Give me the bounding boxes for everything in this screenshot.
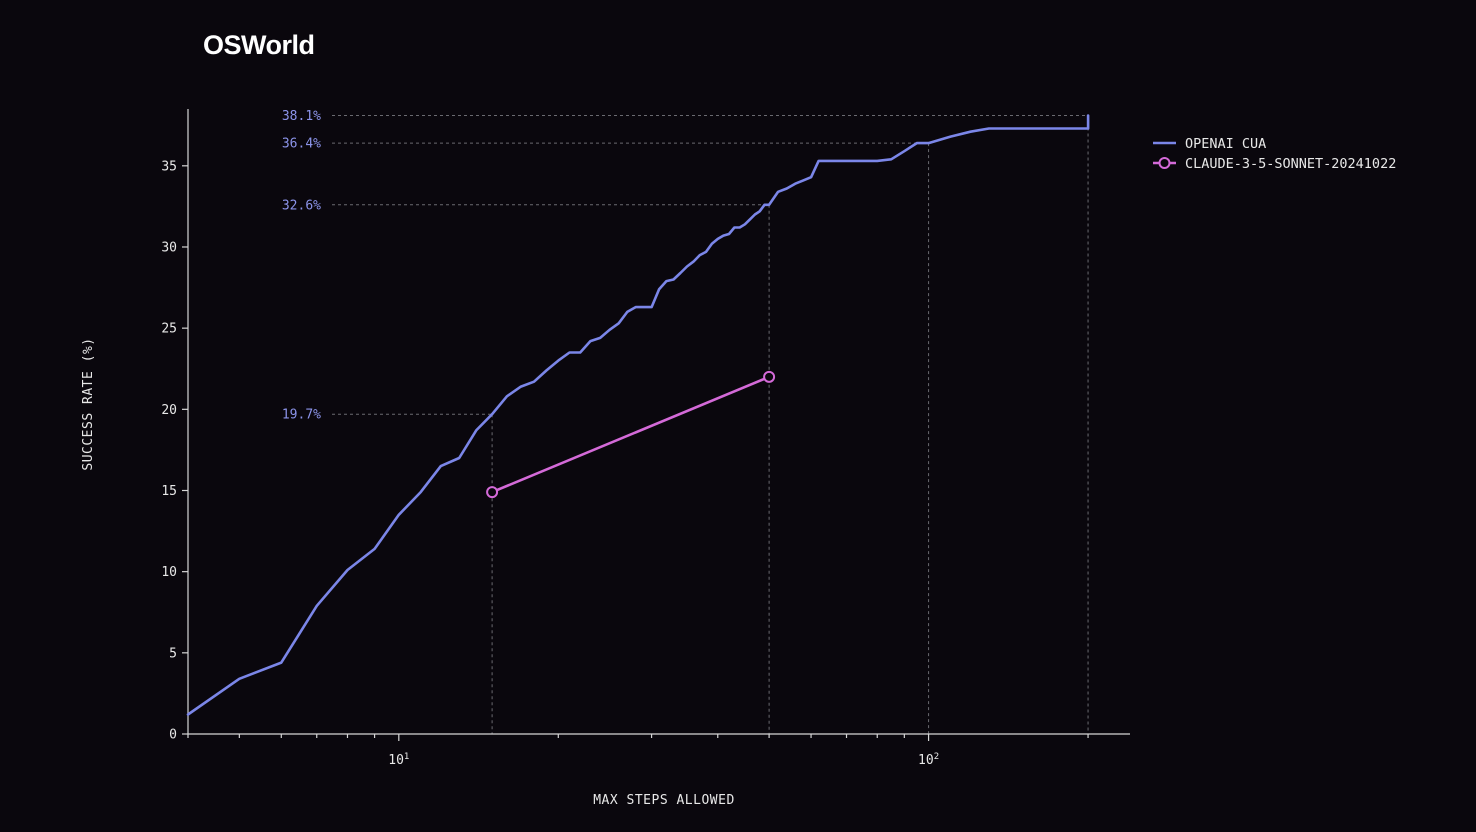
legend-label: OPENAI CUA <box>1185 136 1266 152</box>
x-axis-label: MAX STEPS ALLOWED <box>593 793 735 808</box>
y-tick-label: 20 <box>161 403 177 418</box>
y-tick-label: 25 <box>161 322 177 337</box>
legend-label: CLAUDE-3-5-SONNET-20241022 <box>1185 156 1396 172</box>
x-tick-label: 102 <box>918 752 939 768</box>
series-line-1 <box>186 114 1090 716</box>
annotation-label: 36.4% <box>282 137 321 152</box>
y-tick-label: 0 <box>169 728 177 743</box>
annotation-label: 38.1% <box>282 109 321 124</box>
data-point <box>763 370 776 383</box>
annotation-label: 19.7% <box>282 408 321 423</box>
y-tick-label: 15 <box>161 484 177 499</box>
y-tick-label: 30 <box>161 240 177 255</box>
legend-swatch-marker <box>1158 157 1171 169</box>
x-tick-label: 101 <box>388 752 409 768</box>
y-tick-label: 10 <box>161 565 177 580</box>
y-tick-label: 35 <box>161 159 177 174</box>
y-tick-label: 5 <box>169 646 177 661</box>
annotation-label: 32.6% <box>282 198 321 213</box>
chart-title: OSWorld <box>203 30 315 60</box>
y-axis-label: SUCCESS RATE (%) <box>81 337 96 470</box>
data-point <box>486 486 499 499</box>
series-line-2 <box>490 375 771 494</box>
